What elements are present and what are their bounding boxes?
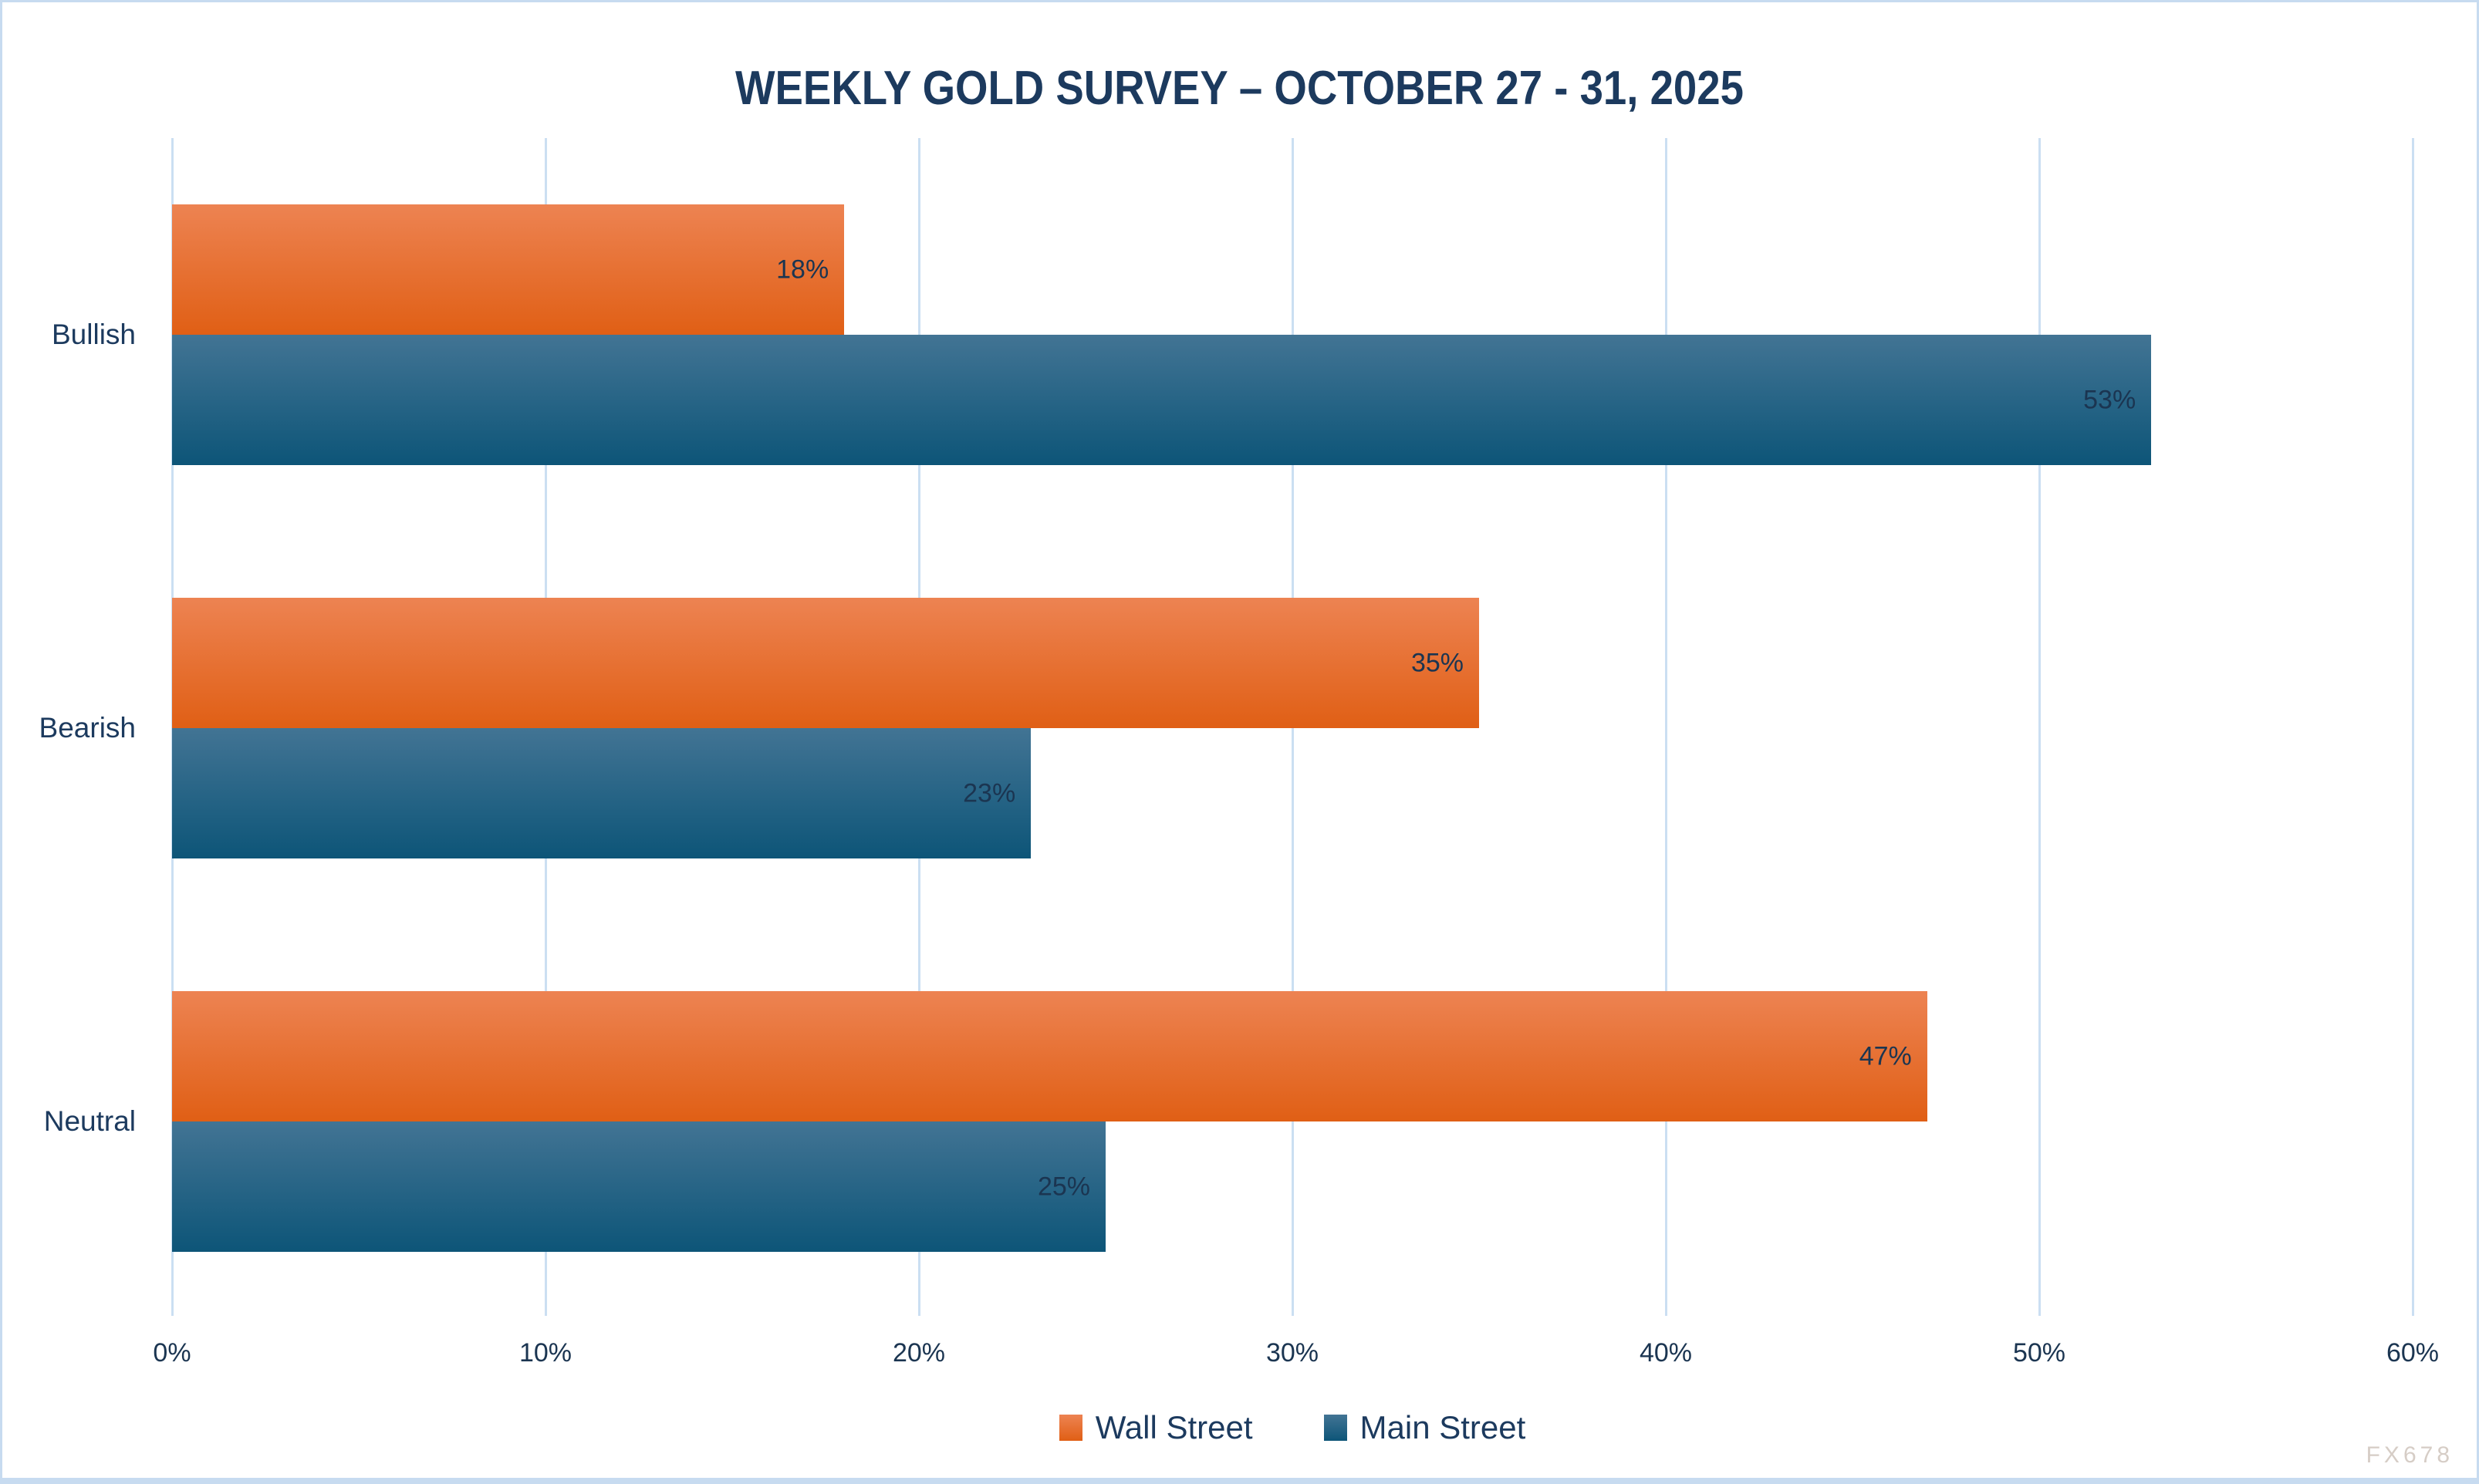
legend-swatch-wall-street xyxy=(1059,1415,1082,1441)
x-tick-label-20: 20% xyxy=(892,1338,946,1368)
category-label-neutral: Neutral xyxy=(43,1105,136,1137)
bar-main-street-bearish: 23% xyxy=(172,728,1032,858)
value-label-main-street-neutral: 25% xyxy=(1037,1172,1090,1201)
bar-main-street-bullish: 53% xyxy=(172,335,2152,465)
legend-swatch-main-street xyxy=(1323,1415,1347,1441)
x-tick-label-60: 60% xyxy=(2386,1338,2440,1368)
legend-label-wall-street: Wall Street xyxy=(1095,1409,1253,1445)
x-tick-label-40: 40% xyxy=(1639,1338,1693,1368)
legend-item-main-street: Main Street xyxy=(1323,1409,1526,1446)
category-group-bullish: Bullish 18% 53% xyxy=(52,204,2413,465)
gridline-50 xyxy=(2038,138,2041,1316)
value-label-wall-street-bearish: 35% xyxy=(1410,648,1464,677)
gridline-40 xyxy=(1665,138,1667,1316)
legend-label-main-street: Main Street xyxy=(1359,1409,1526,1445)
watermark: FX678 xyxy=(2366,1442,2454,1468)
x-tick-label-0: 0% xyxy=(153,1338,191,1368)
gridline-60 xyxy=(2412,138,2414,1316)
bar-main-street-neutral: 25% xyxy=(172,1121,1106,1252)
bar-wall-street-bearish: 35% xyxy=(172,598,1479,728)
x-axis: 0% 10% 20% 30% 40% 50% 60% xyxy=(153,1338,2439,1372)
legend: Wall Street Main Street xyxy=(172,1409,2413,1446)
bar-wall-street-bullish: 18% xyxy=(172,204,845,335)
value-label-main-street-bullish: 53% xyxy=(2083,385,2136,414)
x-tick-label-50: 50% xyxy=(2012,1338,2066,1368)
plot-area: Bullish 18% 53% Bearish 35% 23% Neutral 47% 25% xyxy=(39,138,2414,1316)
value-label-wall-street-bullish: 18% xyxy=(776,255,829,284)
category-group-bearish: Bearish 35% 23% xyxy=(39,598,2413,858)
value-label-main-street-bearish: 23% xyxy=(963,778,1016,808)
value-label-wall-street-neutral: 47% xyxy=(1859,1041,1912,1071)
chart-title: WEEKLY GOLD SURVEY – OCTOBER 27 - 31, 20… xyxy=(735,62,1744,115)
x-tick-label-10: 10% xyxy=(518,1338,572,1368)
legend-item-wall-street: Wall Street xyxy=(1059,1409,1253,1446)
category-label-bearish: Bearish xyxy=(39,712,136,744)
bar-wall-street-neutral: 47% xyxy=(172,991,1927,1121)
category-group-neutral: Neutral 47% 25% xyxy=(44,991,2413,1252)
category-label-bullish: Bullish xyxy=(52,319,136,350)
x-tick-label-30: 30% xyxy=(1265,1338,1319,1368)
